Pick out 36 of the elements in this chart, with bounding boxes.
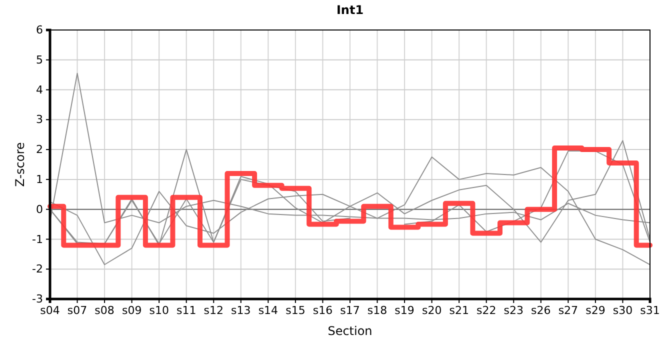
x-tick-label: s22 xyxy=(476,304,496,317)
x-tick-label: s18 xyxy=(367,304,388,317)
x-tick-label: s07 xyxy=(67,304,88,317)
x-tick-label: s11 xyxy=(176,304,196,317)
y-axis-title: Z-score xyxy=(13,142,27,187)
x-tick-label: s13 xyxy=(231,304,251,317)
x-tick-label: s10 xyxy=(149,304,169,317)
x-tick-label: s21 xyxy=(449,304,469,317)
y-tick-label: -1 xyxy=(32,232,43,246)
x-tick-label: s17 xyxy=(340,304,360,317)
x-tick-label: s19 xyxy=(394,304,414,317)
chart-title: Int1 xyxy=(336,3,364,17)
y-tick-label: 2 xyxy=(36,143,43,156)
x-tick-label: s08 xyxy=(94,304,114,317)
x-tick-label: s15 xyxy=(286,304,306,317)
x-tick-label: s31 xyxy=(640,304,660,317)
y-tick-label: 5 xyxy=(36,53,43,66)
x-tick-label: s16 xyxy=(312,304,333,317)
y-tick-label: 0 xyxy=(36,202,43,216)
x-tick-label: s04 xyxy=(40,304,60,317)
x-axis-title: Section xyxy=(328,324,372,338)
y-tick-label: 6 xyxy=(36,24,43,37)
y-tick-label: 3 xyxy=(36,113,43,126)
y-tick-label: -2 xyxy=(32,262,43,276)
x-tick-label: s26 xyxy=(531,304,551,317)
y-tick-label: 1 xyxy=(36,172,43,186)
y-tick-label: 4 xyxy=(36,83,43,96)
x-tick-label: s20 xyxy=(422,304,442,317)
x-tick-label: s12 xyxy=(204,304,224,317)
x-tick-label: s30 xyxy=(612,304,633,317)
y-tick-label: -3 xyxy=(32,292,43,306)
x-tick-label: s09 xyxy=(122,304,142,317)
x-tick-label: s23 xyxy=(504,304,524,317)
x-tick-label: s27 xyxy=(558,304,578,317)
x-tick-label: s14 xyxy=(258,304,278,317)
x-tick-label: s29 xyxy=(586,304,606,317)
